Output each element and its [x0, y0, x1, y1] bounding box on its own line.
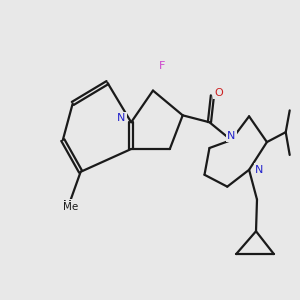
Text: Me: Me: [63, 200, 78, 211]
Text: F: F: [159, 61, 165, 71]
Text: O: O: [214, 88, 223, 98]
Text: N: N: [227, 131, 236, 141]
Text: N: N: [255, 165, 263, 175]
Text: Me: Me: [63, 202, 78, 212]
Text: N: N: [117, 113, 125, 123]
